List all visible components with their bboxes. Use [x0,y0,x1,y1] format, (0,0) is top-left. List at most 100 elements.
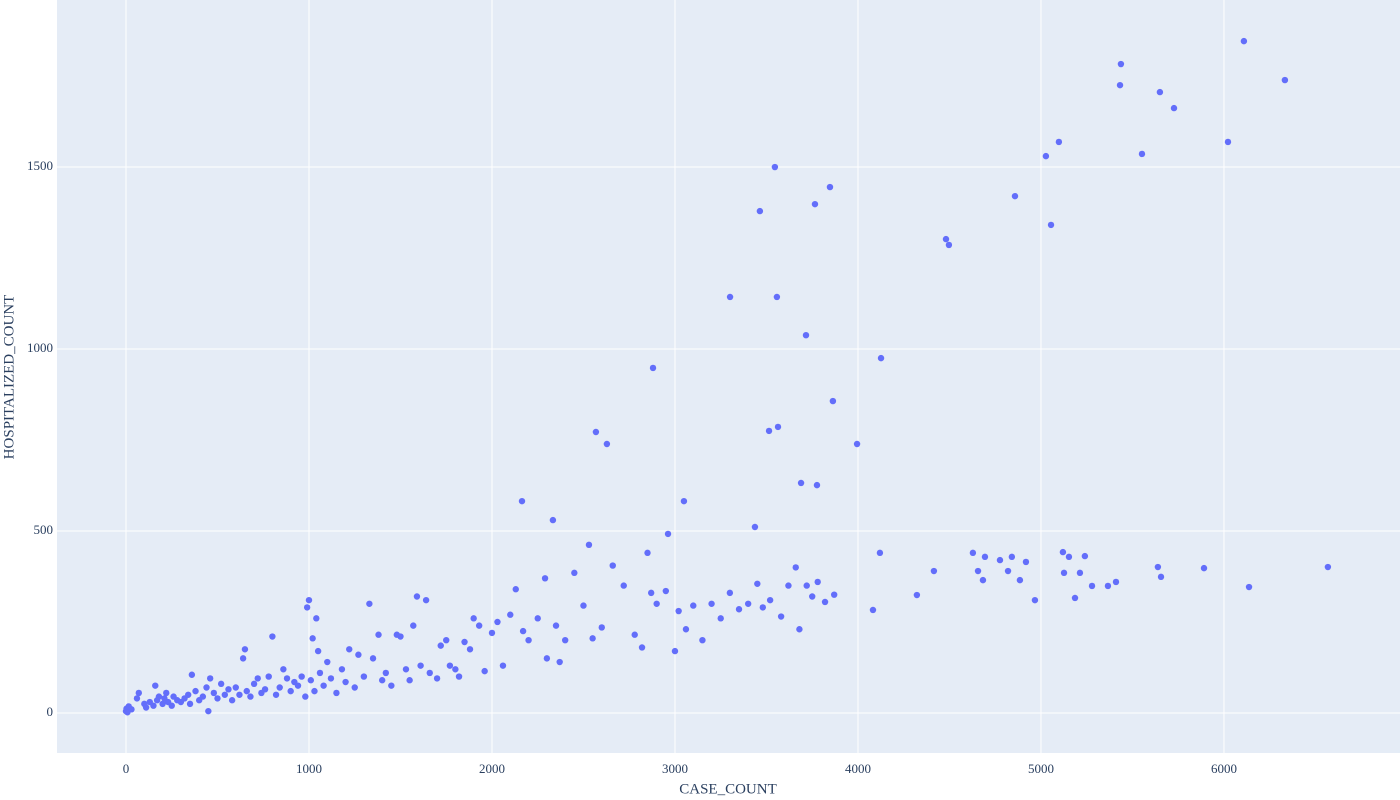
scatter-point [1156,88,1164,96]
scatter-point [272,691,280,698]
scatter-point [185,691,192,698]
scatter-point [811,200,819,208]
scatter-point [280,666,287,673]
scatter-point [437,642,444,649]
scatter-point [1245,583,1253,591]
scatter-point [549,516,557,524]
scatter-point [631,631,638,638]
scatter-point [221,691,229,698]
scatter-point [1060,569,1068,577]
scatter-point [375,631,382,638]
scatter-point [342,678,349,686]
scatter-point [507,611,514,618]
scatter-point [913,591,921,599]
scatter-point [402,666,410,673]
scatter-point [797,479,805,487]
scatter-point [360,673,368,680]
scatter-point [413,593,421,600]
scatter-point [1117,60,1125,68]
scatter-point [699,636,706,644]
x-tick-label: 4000 [845,761,871,776]
scatter-point [338,666,346,673]
scatter-point [675,607,682,615]
scatter-point [250,680,258,688]
scatter-point [580,602,587,609]
scatter-point [1170,104,1178,112]
scatter-point [217,680,225,688]
scatter-point [461,638,468,646]
scatter-point [422,596,430,604]
scatter-point [1116,81,1124,89]
x-tick-label: 3000 [662,761,688,776]
scatter-point [751,523,759,531]
scatter-point [311,687,318,695]
scatter-point [452,666,459,673]
scatter-point [287,687,294,695]
scatter-point [388,682,395,689]
scatter-point [969,549,977,557]
scatter-point [777,613,785,620]
scatter-point [163,689,170,697]
scatter-point [765,427,773,435]
scatter-point [1281,76,1289,84]
scatter-point [853,440,861,448]
scatter-point [603,440,611,448]
scatter-point [254,675,261,682]
scatter-point [239,655,247,662]
scatter-point [1055,138,1063,146]
scatter-point [744,600,752,607]
scatter-point [598,624,605,631]
scatter-point [192,687,199,695]
scatter-point [543,655,551,662]
scatter-point [620,582,627,589]
scatter-point [351,684,358,691]
markers [122,37,1332,716]
scatter-point [1081,552,1089,560]
scatter-point [313,615,320,622]
scatter-point [1324,563,1332,571]
scatter-point [1022,558,1030,566]
scatter-point [1016,576,1024,584]
scatter-point [283,675,291,682]
scatter-point [930,567,938,575]
scatter-point [717,615,724,622]
scatter-point [214,695,221,702]
scatter-point [796,626,803,633]
scatter-point [1065,553,1073,561]
y-tick-label: 0 [47,704,54,719]
scatter-point [1104,582,1112,590]
scatter-point [378,677,386,684]
scatter-point [303,604,311,611]
scatter-point [265,673,272,680]
scatter-point [320,682,327,689]
scatter-point [135,689,142,697]
scatter-point [168,702,175,709]
scatter-point [1154,563,1162,571]
scatter-point [664,530,672,538]
scatter-point [785,582,792,589]
scatter-point [979,576,987,584]
scatter-point [552,622,560,629]
scatter-point [662,587,670,595]
scatter-point [519,627,527,635]
y-tick-label: 1000 [27,340,53,355]
scatter-point [671,647,679,655]
scatter-point [945,241,953,249]
scatter-point [1071,594,1079,602]
scatter-point [830,591,838,598]
scatter-point [1138,150,1146,158]
scatter-point [470,615,477,622]
scatter-point [814,578,821,586]
scatter-point [225,686,232,693]
scatter-point [802,331,810,339]
scatter-point [1112,578,1120,586]
scatter-point [726,293,734,301]
x-axis-title: CASE_COUNT [679,781,777,797]
scatter-point [1224,138,1232,146]
scatter-point [236,691,243,698]
scatter-point [488,629,496,637]
scatter-point [406,677,413,684]
scatter-point [647,589,655,597]
scatter-point [942,235,950,243]
